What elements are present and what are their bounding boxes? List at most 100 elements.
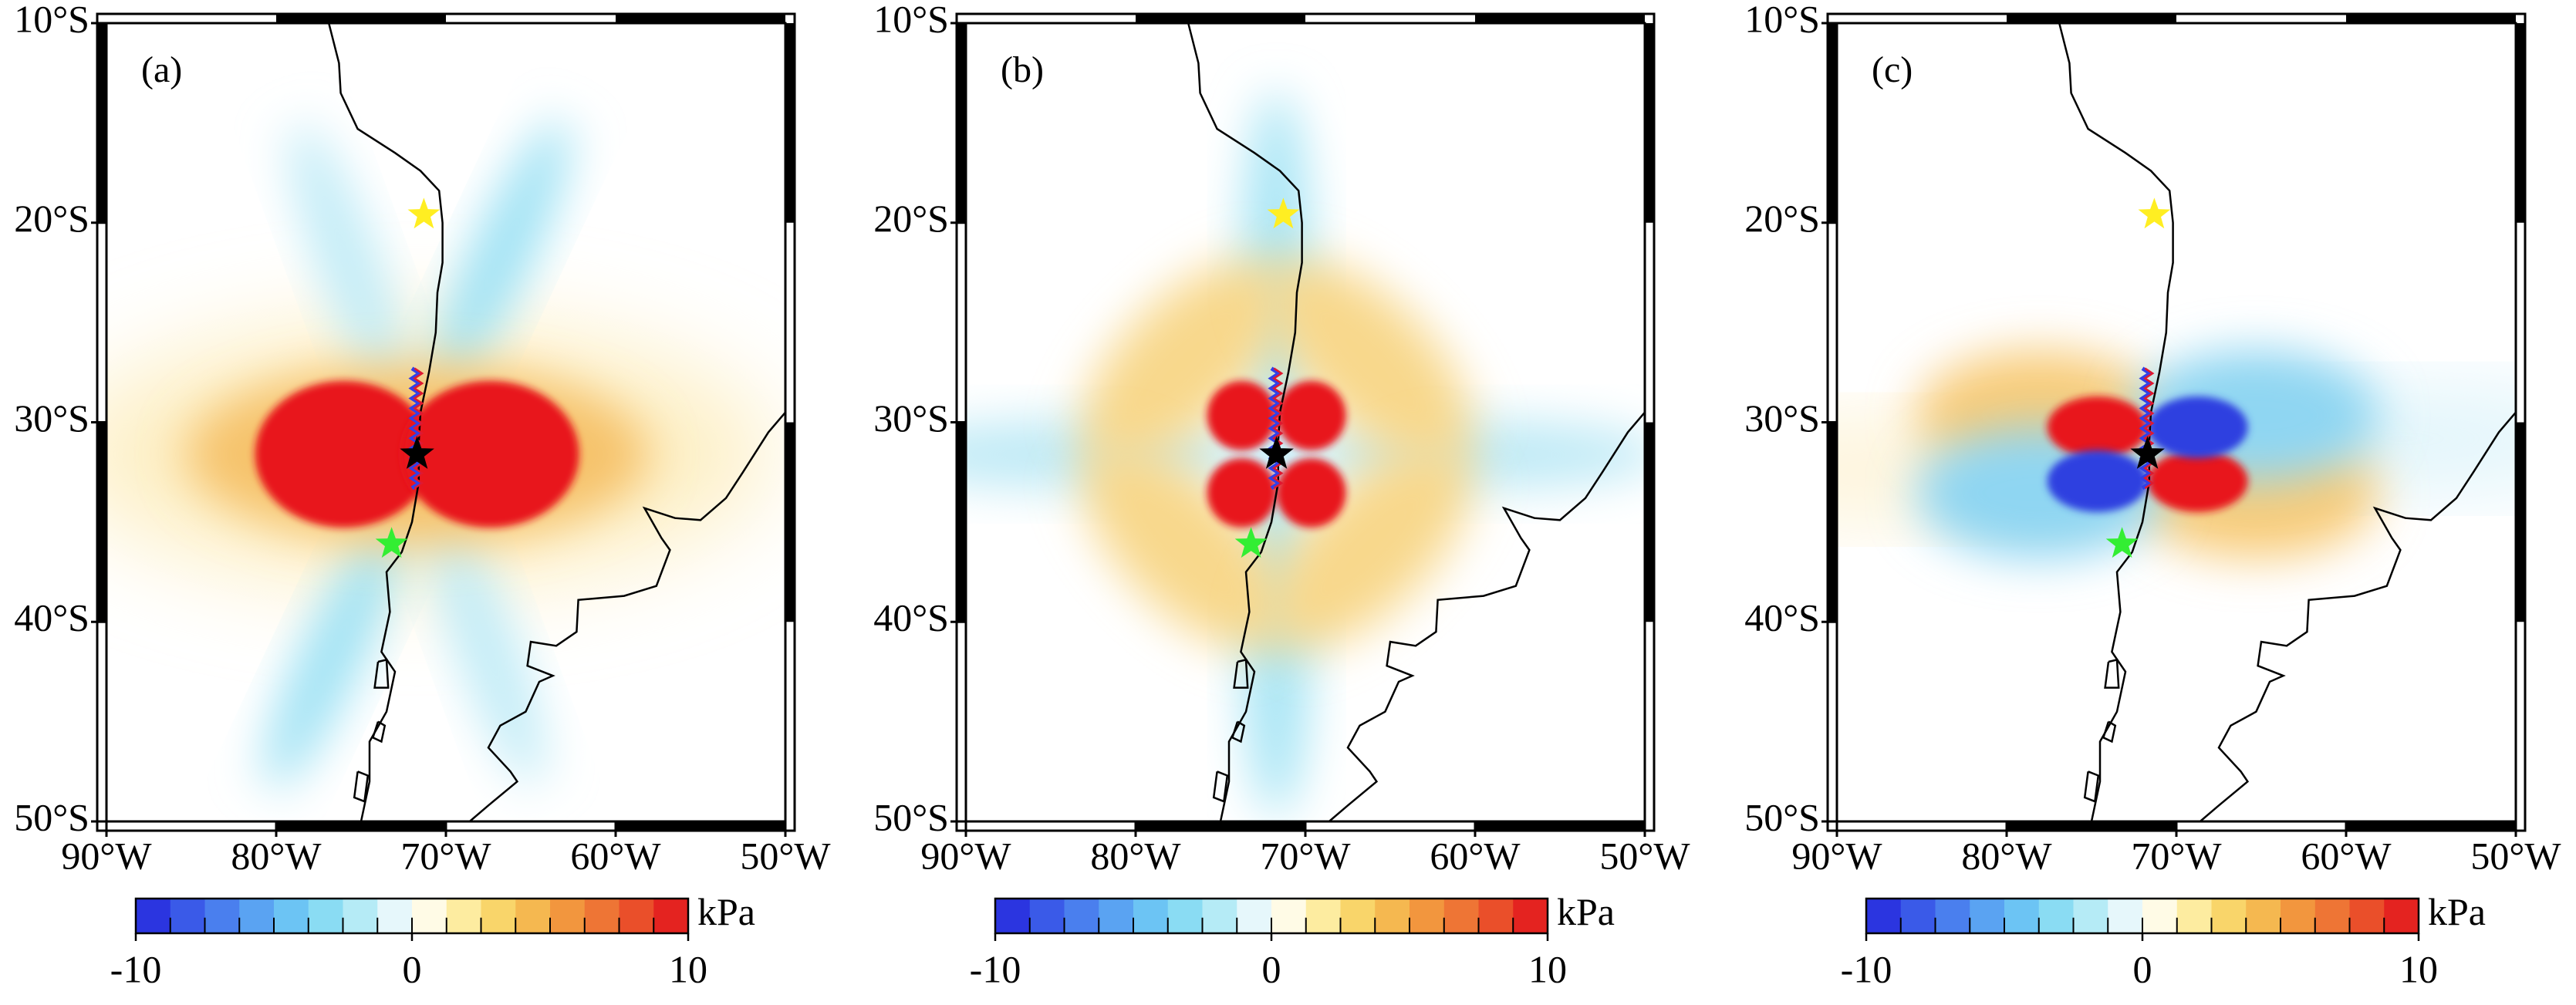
x-tick-label: 60°W	[1430, 834, 1521, 877]
event-star	[1234, 527, 1268, 558]
frame-band	[2007, 14, 2176, 23]
colorbar-step	[1167, 899, 1203, 933]
colorbar-tick-label: 10	[1528, 947, 1567, 990]
colorbar-step	[653, 899, 689, 933]
colorbar-tick-label: 10	[2399, 947, 2438, 990]
colorbar-step	[550, 899, 586, 933]
frame-band	[1645, 422, 1654, 622]
colorbar-step	[1133, 899, 1169, 933]
frame-band	[1475, 14, 1645, 23]
colorbar-tick-label: -10	[970, 947, 1021, 990]
y-tick-label: 50°S	[14, 795, 89, 838]
x-tick-label: 60°W	[2301, 834, 2392, 877]
colorbar-step	[1866, 899, 1902, 933]
frame-band	[1828, 23, 1837, 223]
rupture-trace	[2143, 367, 2155, 489]
island	[2083, 771, 2100, 803]
colorbar-step	[1970, 899, 2005, 933]
colorbar-step	[1443, 899, 1479, 933]
x-tick-label: 90°W	[61, 834, 152, 877]
y-tick-label: 30°S	[873, 396, 949, 440]
y-tick-label: 10°S	[14, 0, 89, 40]
island	[1212, 771, 1229, 803]
panel-label: (b)	[1001, 49, 1044, 90]
event-star	[400, 436, 434, 469]
panel-label: (c)	[1872, 49, 1913, 90]
frame-band	[2007, 821, 2176, 831]
colorbar-tick-label: -10	[1841, 947, 1892, 990]
y-tick-label: 20°S	[1744, 197, 1820, 240]
map-panel: 90°W 80°W 70°W 60°W 50°W 10°S 20°S 30°S 40°S 50°S…	[873, 0, 1690, 990]
colorbar-step	[2246, 899, 2281, 933]
frame-band	[1645, 23, 1654, 223]
map-panel: 90°W 80°W 70°W 60°W 50°W 10°S 20°S 30°S 40°S 50°S…	[14, 0, 831, 990]
y-tick-label: 40°S	[873, 596, 949, 639]
y-tick-label: 20°S	[873, 197, 949, 240]
coastline	[468, 411, 785, 821]
colorbar-step	[1029, 899, 1065, 933]
frame-band	[2346, 14, 2516, 23]
frame-band	[1136, 14, 1305, 23]
frame-band	[1828, 422, 1837, 622]
colorbar-step	[481, 899, 516, 933]
event-star	[1259, 436, 1294, 469]
colorbar-step	[2281, 899, 2316, 933]
colorbar-step	[584, 899, 620, 933]
coastline	[1328, 411, 1645, 821]
y-tick-label: 50°S	[873, 795, 949, 838]
x-tick-label: 50°W	[1599, 834, 1690, 877]
colorbar-step	[2349, 899, 2385, 933]
y-tick-label: 30°S	[1744, 396, 1820, 440]
colorbar-step	[619, 899, 654, 933]
x-tick-label: 50°W	[2470, 834, 2561, 877]
colorbar-step	[136, 899, 171, 933]
island	[1233, 658, 1249, 689]
colorbar-unit: kPa	[2428, 890, 2486, 933]
frame-band	[2516, 422, 2525, 622]
colorbar-step	[2108, 899, 2143, 933]
x-tick-label: 80°W	[1961, 834, 2052, 877]
frame-band	[616, 821, 785, 831]
rupture-trace	[1268, 366, 1283, 490]
colorbar-step	[1410, 899, 1445, 933]
colorbar-step	[1202, 899, 1237, 933]
colorbar-step	[1513, 899, 1548, 933]
rupture-trace	[2139, 366, 2154, 490]
colorbar-step	[1305, 899, 1341, 933]
pressure-field	[1837, 23, 2516, 821]
y-tick-label: 10°S	[1744, 0, 1820, 40]
colorbar-step	[343, 899, 378, 933]
y-tick-label: 20°S	[14, 197, 89, 240]
colorbar-step	[995, 899, 1031, 933]
x-tick-label: 70°W	[400, 834, 491, 877]
frame-band	[276, 821, 446, 831]
colorbar-step	[2142, 899, 2178, 933]
colorbar-step	[412, 899, 447, 933]
frame-band	[785, 422, 795, 622]
frame-band	[616, 14, 785, 23]
colorbar-tick-label: 0	[1262, 947, 1281, 990]
colorbar-step	[2004, 899, 2040, 933]
x-tick-label: 80°W	[1090, 834, 1181, 877]
x-tick-label: 90°W	[1791, 834, 1882, 877]
colorbar-step	[204, 899, 240, 933]
event-star	[2138, 197, 2171, 229]
colorbar-step	[1099, 899, 1134, 933]
frame-band	[97, 23, 106, 223]
event-star	[1267, 197, 1300, 229]
colorbar-step	[2384, 899, 2419, 933]
island	[2104, 658, 2120, 689]
x-tick-label: 50°W	[740, 834, 831, 877]
island	[373, 658, 390, 689]
map-panel: 90°W 80°W 70°W 60°W 50°W 10°S 20°S 30°S 40°S 50°S…	[1744, 0, 2561, 990]
frame-band	[2516, 23, 2525, 223]
colorbar-step	[1935, 899, 1970, 933]
y-tick-label: 40°S	[14, 596, 89, 639]
y-tick-label: 50°S	[1744, 795, 1820, 838]
rupture-trace	[413, 367, 424, 489]
rupture-trace	[1272, 367, 1284, 489]
island	[353, 771, 370, 803]
colorbar-step	[308, 899, 343, 933]
colorbar-step	[1375, 899, 1410, 933]
